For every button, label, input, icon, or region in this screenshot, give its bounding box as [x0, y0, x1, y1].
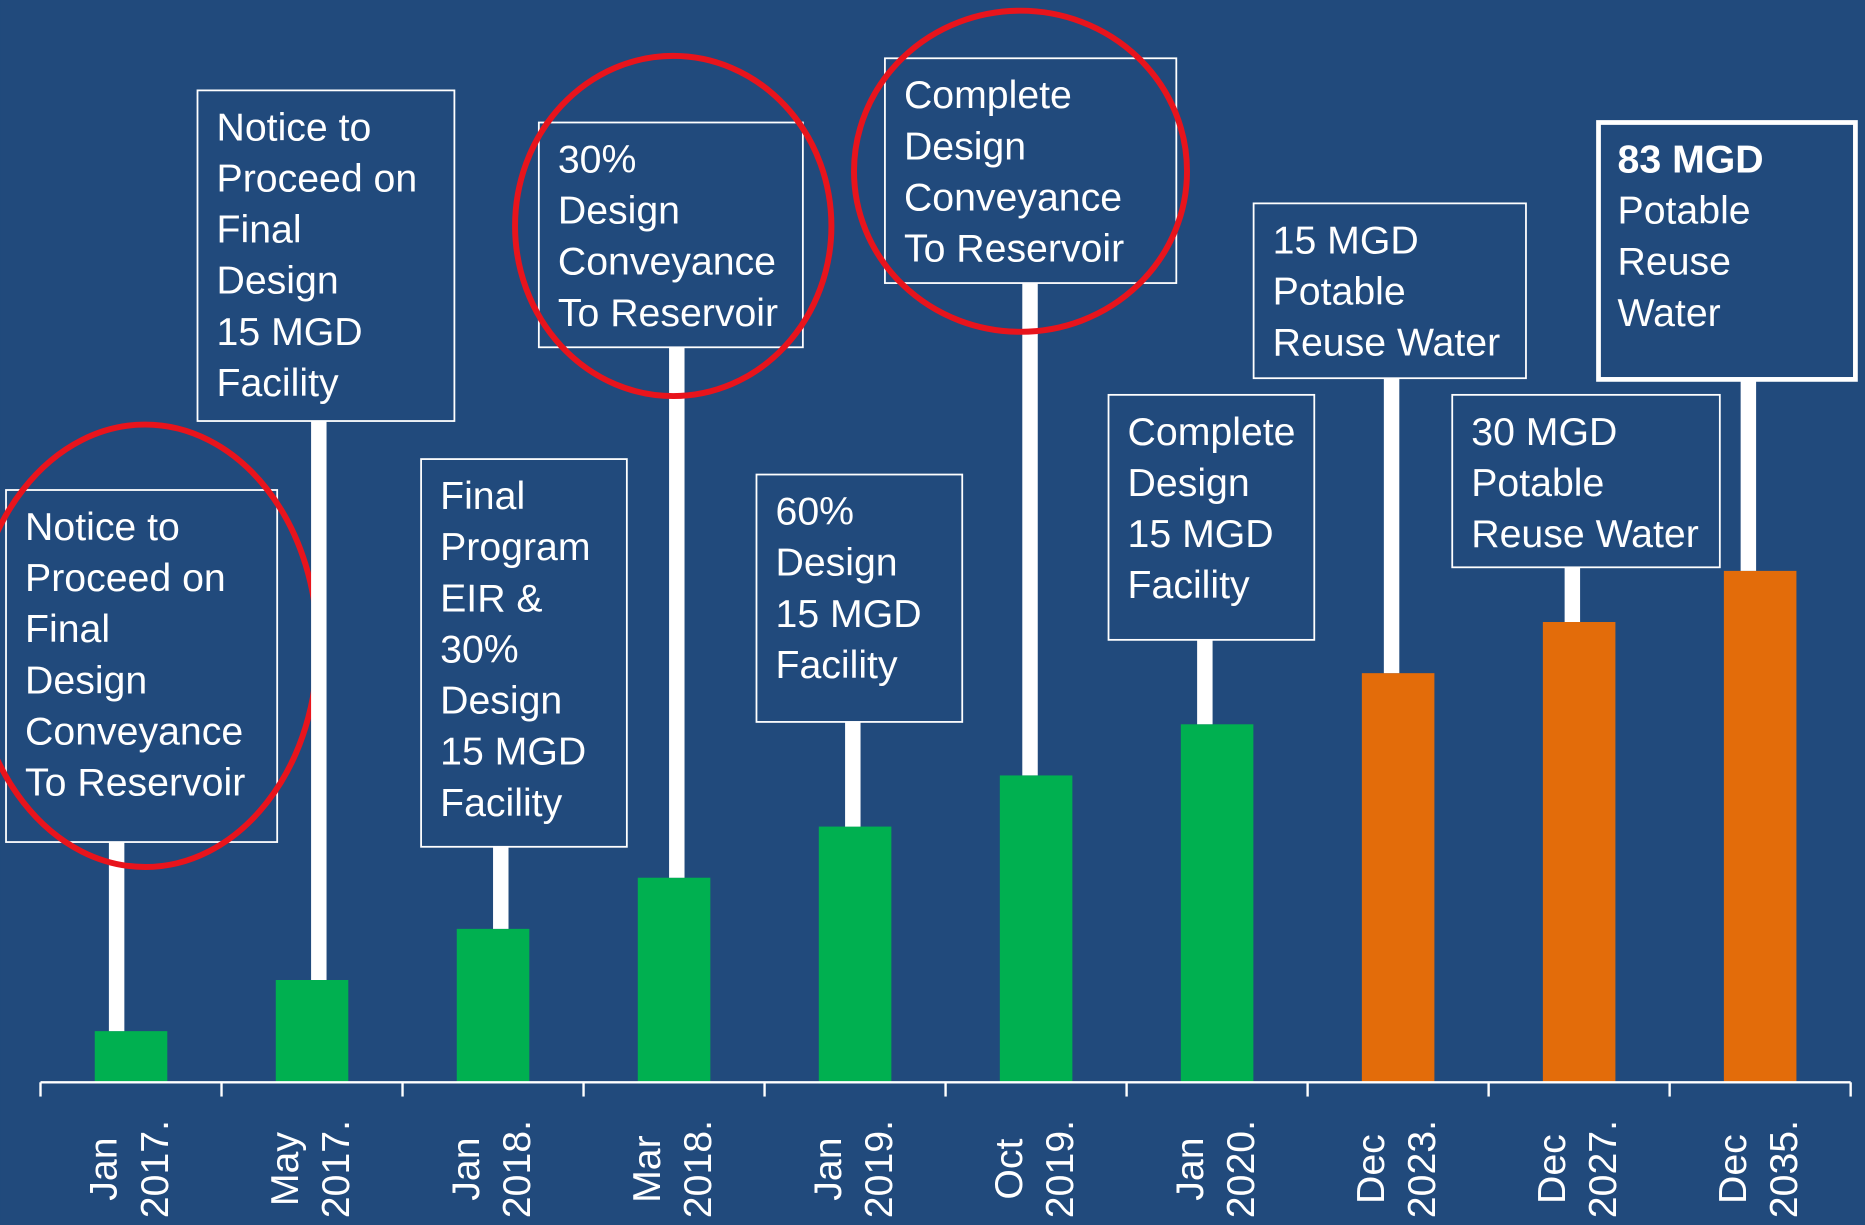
- annotation-box: [884, 57, 1178, 284]
- annotation-text: Program: [440, 525, 590, 569]
- x-tick-label-box: May 2017.: [262, 1119, 358, 1219]
- annotation-text: Design: [558, 189, 680, 233]
- x-tick-label: May 2017.: [262, 1119, 358, 1219]
- annotation-text: 30%: [558, 137, 637, 181]
- annotation-text: Facility: [776, 643, 898, 687]
- annotation-text: Complete: [904, 73, 1072, 117]
- x-tick-label-group: May 2017.: [262, 1119, 358, 1219]
- x-tick-label-group: Dec 2035.: [1710, 1119, 1806, 1219]
- annotation-box: [1596, 120, 1858, 382]
- annotation-text: 15 MGD: [217, 310, 363, 354]
- annotation-text: Complete: [1128, 410, 1296, 454]
- bar: [999, 775, 1073, 1083]
- annotation-text: Potable: [1471, 461, 1604, 505]
- bar: [1723, 570, 1797, 1083]
- annotation-box: [755, 473, 964, 723]
- x-tick-label: Jan 2017.: [81, 1119, 177, 1219]
- x-tick-label: Jan 2020.: [1167, 1119, 1263, 1219]
- annotation-text: Final: [25, 607, 110, 651]
- annotation-text: 15 MGD: [1273, 218, 1419, 262]
- annotation-box: [420, 458, 628, 848]
- annotation-text: 30 MGD: [1471, 410, 1617, 454]
- annotation-text: Proceed on: [217, 156, 418, 200]
- annotation-text: Final: [440, 474, 525, 518]
- x-tick-label-box: Mar 2018.: [624, 1119, 720, 1219]
- annotation-text: Design: [25, 658, 147, 702]
- x-tick-label: Dec 2035.: [1710, 1119, 1806, 1219]
- x-tick-label-box: Dec 2027.: [1529, 1119, 1625, 1219]
- x-tick-label: Mar 2018.: [624, 1119, 720, 1219]
- x-tick-label: Dec 2027.: [1529, 1119, 1625, 1219]
- bar: [637, 877, 711, 1083]
- x-tick-label: Dec 2023.: [1348, 1119, 1444, 1219]
- annotation-text: Design: [904, 124, 1026, 168]
- x-tick-label-box: Jan 2018.: [443, 1119, 539, 1219]
- x-tick-label-group: Jan 2020.: [1167, 1119, 1263, 1219]
- bar: [94, 1031, 168, 1083]
- annotation-text: Potable: [1618, 189, 1751, 233]
- x-tick-label-group: Oct 2019.: [986, 1119, 1082, 1219]
- x-tick-label-group: Dec 2027.: [1529, 1119, 1625, 1219]
- annotation-text: EIR &: [440, 576, 542, 620]
- annotation-text: Design: [1128, 461, 1250, 505]
- annotation-box: [1107, 393, 1316, 641]
- bar: [818, 826, 892, 1083]
- bar: [275, 980, 349, 1083]
- annotation-text: Facility: [1128, 563, 1250, 607]
- bar: [456, 928, 530, 1083]
- annotation-text: 60%: [776, 489, 855, 533]
- annotation-text: Reuse Water: [1273, 321, 1500, 365]
- x-tick-label-group: Jan 2019.: [805, 1119, 901, 1219]
- annotation-box: [537, 121, 804, 349]
- annotation-box: [1252, 202, 1527, 380]
- annotation-text: Design: [776, 541, 898, 585]
- highlight-circle: [512, 52, 835, 400]
- annotation-text: Facility: [440, 781, 562, 825]
- annotation-text: To Reservoir: [558, 291, 778, 335]
- annotation-text: Notice to: [217, 105, 372, 149]
- x-tick-label: Jan 2019.: [805, 1119, 901, 1219]
- x-tick-label-box: Jan 2019.: [805, 1119, 901, 1219]
- annotation-text: Potable: [1273, 269, 1406, 313]
- annotation-text: 15 MGD: [776, 592, 922, 636]
- annotation-text: 83 MGD: [1618, 137, 1764, 181]
- annotation-box: [1451, 393, 1721, 569]
- x-tick-label-box: Dec 2023.: [1348, 1119, 1444, 1219]
- x-tick-label-box: Oct 2019.: [986, 1119, 1082, 1219]
- x-tick-label-box: Jan 2017.: [81, 1119, 177, 1219]
- annotation-text: Facility: [217, 361, 339, 405]
- annotation-text: Proceed on: [25, 556, 226, 600]
- x-tick-label-group: Mar 2018.: [624, 1119, 720, 1219]
- annotation-text: Design: [440, 679, 562, 723]
- annotation-box: [5, 489, 279, 843]
- highlight-circle: [851, 7, 1190, 335]
- annotation-text: Notice to: [25, 505, 180, 549]
- bar: [1361, 673, 1435, 1083]
- x-tick-label: Oct 2019.: [986, 1119, 1082, 1219]
- x-tick-label: Jan 2018.: [443, 1119, 539, 1219]
- bar: [1180, 724, 1254, 1083]
- x-tick-label-box: Jan 2020.: [1167, 1119, 1263, 1219]
- annotation-text: 15 MGD: [1128, 512, 1274, 556]
- x-tick-label-group: Dec 2023.: [1348, 1119, 1444, 1219]
- x-tick-label-group: Jan 2018.: [443, 1119, 539, 1219]
- annotation-text: 30%: [440, 627, 519, 671]
- annotation-text: Reuse Water: [1471, 512, 1699, 556]
- annotation-text: Conveyance: [558, 240, 776, 284]
- annotation-text: Water: [1618, 291, 1721, 335]
- annotation-text: 15 MGD: [440, 730, 586, 774]
- annotation-text: Conveyance: [25, 710, 243, 754]
- annotation-text: Final: [217, 208, 302, 252]
- annotation-text: Conveyance: [904, 176, 1122, 220]
- annotation-text: Reuse: [1618, 240, 1731, 284]
- annotation-box: [196, 89, 456, 422]
- annotation-text: To Reservoir: [25, 761, 245, 805]
- x-tick-label-box: Dec 2035.: [1710, 1119, 1806, 1219]
- annotation-text: To Reservoir: [904, 227, 1124, 271]
- bar: [1542, 622, 1616, 1083]
- x-tick-label-group: Jan 2017.: [81, 1119, 177, 1219]
- annotation-text: Design: [217, 259, 339, 303]
